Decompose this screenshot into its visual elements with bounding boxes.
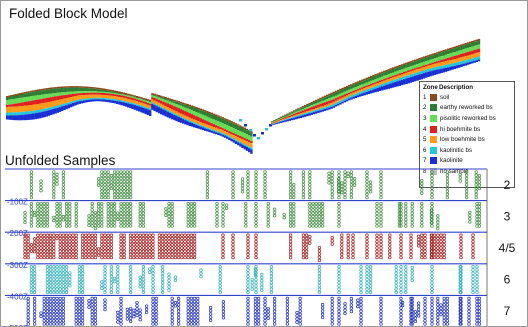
legend-description: hi boehmite bs xyxy=(440,125,481,133)
zone-band-label: 4/5 xyxy=(499,241,516,255)
legend-swatch xyxy=(430,93,437,101)
legend-description: kaolinite xyxy=(440,157,463,165)
legend-description: no sample xyxy=(440,167,469,175)
zone-band-label: 6 xyxy=(504,273,511,287)
folded-block-model-view xyxy=(6,38,481,154)
legend-zone-number: 1 xyxy=(423,93,427,101)
sample-markers xyxy=(23,170,482,326)
legend-description-header: Description xyxy=(439,84,474,91)
legend-entry-2: 2 earthy reworked bs xyxy=(423,103,511,114)
legend-header: Zone Description xyxy=(423,84,511,91)
legend-zone-number: 8 xyxy=(423,167,427,175)
legend-zone-number: 7 xyxy=(423,157,427,165)
legend-description: soil xyxy=(440,93,450,101)
legend-swatch xyxy=(430,136,437,144)
legend-swatch xyxy=(430,104,437,112)
legend-description: kaolinitic bs xyxy=(440,146,472,154)
legend-entry-7: 7 kaolinite xyxy=(423,156,511,167)
zone-band-label: 3 xyxy=(504,209,511,223)
legend-zone-number: 5 xyxy=(423,136,427,144)
depth-label: -500Z xyxy=(7,324,28,327)
depth-label: -100Z xyxy=(7,198,28,207)
zone-band-label: 2 xyxy=(504,178,511,192)
depth-label: -200Z xyxy=(7,229,28,238)
legend-zone-number: 3 xyxy=(423,114,427,122)
block-model-columns xyxy=(6,38,481,154)
legend-swatch xyxy=(430,157,437,165)
legend-zone-number: 2 xyxy=(423,104,427,112)
unfolded-samples-view: -100Z -200Z -300Z -400Z -500Z 2 3 4/5 6 7 xyxy=(5,168,516,327)
unfolded-samples-title: Unfolded Samples xyxy=(5,153,116,168)
legend-swatch xyxy=(430,114,437,122)
zone-legend: Zone Description 1 soil 2 earthy reworked b… xyxy=(419,81,515,188)
folded-block-model-title: Folded Block Model xyxy=(9,6,128,21)
legend-zone-header: Zone xyxy=(423,84,438,91)
legend-swatch xyxy=(430,146,437,154)
legend-zone-number: 4 xyxy=(423,125,427,133)
legend-entry-5: 5 low boehmite bs xyxy=(423,134,511,145)
legend-description: low boehmite bs xyxy=(440,136,485,144)
legend-entry-1: 1 soil xyxy=(423,92,511,103)
legend-entry-6: 6 kaolinitic bs xyxy=(423,145,511,156)
depth-label: -400Z xyxy=(7,292,28,301)
legend-entry-3: 3 pisolitic reworked bs xyxy=(423,113,511,124)
depth-label: -300Z xyxy=(7,261,28,270)
depth-lines xyxy=(5,168,488,326)
legend-description: earthy reworked bs xyxy=(440,104,493,112)
legend-entry-4: 4 hi boehmite bs xyxy=(423,124,511,135)
legend-swatch xyxy=(430,125,437,133)
zone-band-label: 7 xyxy=(504,304,511,318)
legend-zone-number: 6 xyxy=(423,146,427,154)
legend-description: pisolitic reworked bs xyxy=(440,114,496,122)
